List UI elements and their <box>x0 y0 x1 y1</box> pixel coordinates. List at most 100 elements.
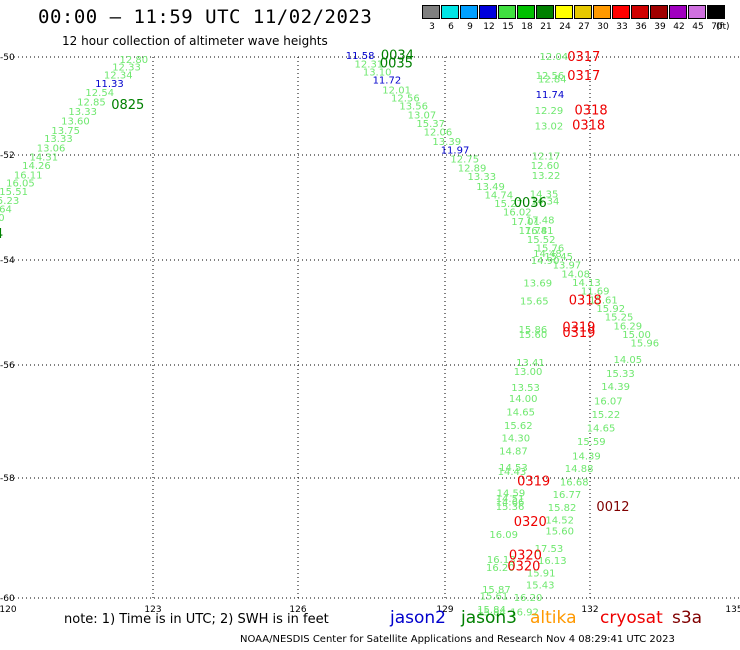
wave-height-point: 12.33 <box>112 63 141 74</box>
satellite-altika: altika <box>530 608 577 628</box>
time-label: 0318 <box>572 119 605 134</box>
time-label: 0012 <box>596 500 629 515</box>
wave-height-point: 16.29 <box>613 321 642 332</box>
time-label: 0825 <box>111 98 144 113</box>
wave-height-point: 15.84 <box>477 605 506 616</box>
colorbar-label: 15 <box>502 22 514 32</box>
colorbar-label: 45 <box>692 22 704 32</box>
time-label: 0320 <box>507 560 540 575</box>
wave-height-point: 14.34 <box>531 196 560 207</box>
wave-height-point: 14.31 <box>29 153 58 164</box>
note-text: note: 1) Time is in UTC; 2) SWH is in fe… <box>64 612 329 627</box>
wave-height-point: 15.59 <box>577 437 606 448</box>
wave-height-point: 15.00 <box>622 330 651 341</box>
point-layer: 12.8012.3312.3411.3312.5412.8513.3313.60… <box>0 51 659 619</box>
chart-title: 00:00 – 11:59 UTC 11/02/2023 <box>38 6 373 28</box>
y-tick-label: -50 <box>0 53 15 63</box>
wave-height-point: 13.00 <box>514 367 543 378</box>
wave-height-point: 15.84 <box>477 608 506 619</box>
colorbar-label: 9 <box>467 22 473 32</box>
wave-height-point: 11.72 <box>373 76 402 87</box>
wave-height-point: 14.90 <box>531 256 560 267</box>
tick-layer: 120 123 126 129 132 135 -50 -52 -54 -56 -58 -60 <box>0 53 740 615</box>
wave-height-point: 15.61 <box>480 591 509 602</box>
satellite-cryosat: cryosat <box>600 608 663 628</box>
wave-height-point: 13.41 <box>516 358 545 369</box>
wave-height-point: 14.00 <box>509 394 538 405</box>
time-label: 0824 <box>0 227 3 242</box>
y-tick-label: -58 <box>0 474 15 484</box>
colorbar-label: 39 <box>654 22 666 32</box>
colorbar-unit: (ft) <box>716 22 730 32</box>
time-label: 0319 <box>517 475 550 490</box>
wave-height-point: 16.92 <box>510 608 539 619</box>
y-tick-label: -60 <box>0 594 15 604</box>
wave-height-point: 17.78 <box>519 226 548 237</box>
wave-height-point: 14.43 <box>498 467 527 478</box>
wave-height-point: 15.22 <box>592 410 621 421</box>
wave-height-point: 17.48 <box>526 215 555 226</box>
wave-height-point: 15.20 <box>0 213 5 224</box>
wave-height-point: 16.11 <box>14 170 43 181</box>
colorbar-swatch <box>688 5 706 19</box>
wave-height-point: 15.52 <box>527 235 556 246</box>
footer-credit: NOAA/NESDIS Center for Satellite Applica… <box>240 634 675 645</box>
colorbar-label: 21 <box>540 22 552 32</box>
wave-height-point: 13.75 <box>51 126 80 137</box>
wave-height-point: 16.07 <box>594 397 623 408</box>
wave-height-point: 15.61 <box>589 295 618 306</box>
time-label: 0319 <box>562 320 595 335</box>
wave-height-point: 12.06 <box>424 128 453 139</box>
colorbar-swatch <box>555 5 573 19</box>
wave-height-point: 14.30 <box>502 433 531 444</box>
wave-height-point: 14.05 <box>613 355 642 366</box>
wave-height-point: 15.36 <box>496 502 525 513</box>
wave-height-point: 15.27 <box>494 199 523 210</box>
wave-height-point: 15.64 <box>0 204 12 215</box>
colorbar-swatch <box>631 5 649 19</box>
time-label: 0035 <box>380 56 413 71</box>
colorbar-label: 12 <box>483 22 495 32</box>
colorbar-swatch <box>612 5 630 19</box>
colorbar-label: 27 <box>578 22 590 32</box>
time-label: 0319 <box>562 326 595 341</box>
wave-height-point: 12.60 <box>531 161 560 172</box>
wave-height-point: 16.13 <box>487 555 516 566</box>
wave-height-point: 14.65 <box>587 424 616 435</box>
wave-height-point: 16.77 <box>553 490 582 501</box>
wave-height-point: 14.74 <box>485 190 514 201</box>
wave-height-point: 15.96 <box>631 339 660 350</box>
wave-height-point: 13.33 <box>44 134 73 145</box>
colorbar-label: 18 <box>521 22 533 32</box>
wave-height-point: 14.65 <box>506 407 535 418</box>
wave-height-point: 14.48 <box>533 249 562 260</box>
wave-height-point: 16.20 <box>514 593 543 604</box>
wave-height-point: 13.60 <box>61 116 90 127</box>
wave-height-point: 15.76 <box>536 243 565 254</box>
wave-height-point: 12.04 <box>539 52 568 63</box>
wave-height-point: 12.01 <box>382 85 411 96</box>
wave-height-point: 14.13 <box>572 278 601 289</box>
x-tick-label: 135 <box>725 605 740 615</box>
satellite-s3a: s3a <box>672 608 703 628</box>
y-tick-label: -56 <box>0 361 15 371</box>
colorbar-swatch <box>460 5 478 19</box>
wave-height-point: 16.02 <box>503 208 532 219</box>
wave-height-point: 13.97 <box>553 261 582 272</box>
wave-height-point: 14.66 <box>496 498 525 509</box>
wave-height-point: 12.29 <box>535 106 564 117</box>
wave-height-point: 15.33 <box>606 369 635 380</box>
wave-height-point: 16.13 <box>538 556 567 567</box>
colorbar-label: 33 <box>616 22 628 32</box>
y-tick-label: -54 <box>0 256 15 266</box>
wave-height-point: 12.31 <box>355 59 384 70</box>
wave-height-point: 14.51 <box>496 494 525 505</box>
time-label: 0320 <box>514 515 547 530</box>
time-label: 0318 <box>575 103 608 118</box>
wave-height-point: 11.33 <box>95 79 124 90</box>
x-tick-label: 126 <box>289 605 306 615</box>
wave-height-point: 15.87 <box>482 585 511 596</box>
wave-height-point: 16.20 <box>486 563 515 574</box>
colorbar-swatch <box>574 5 592 19</box>
